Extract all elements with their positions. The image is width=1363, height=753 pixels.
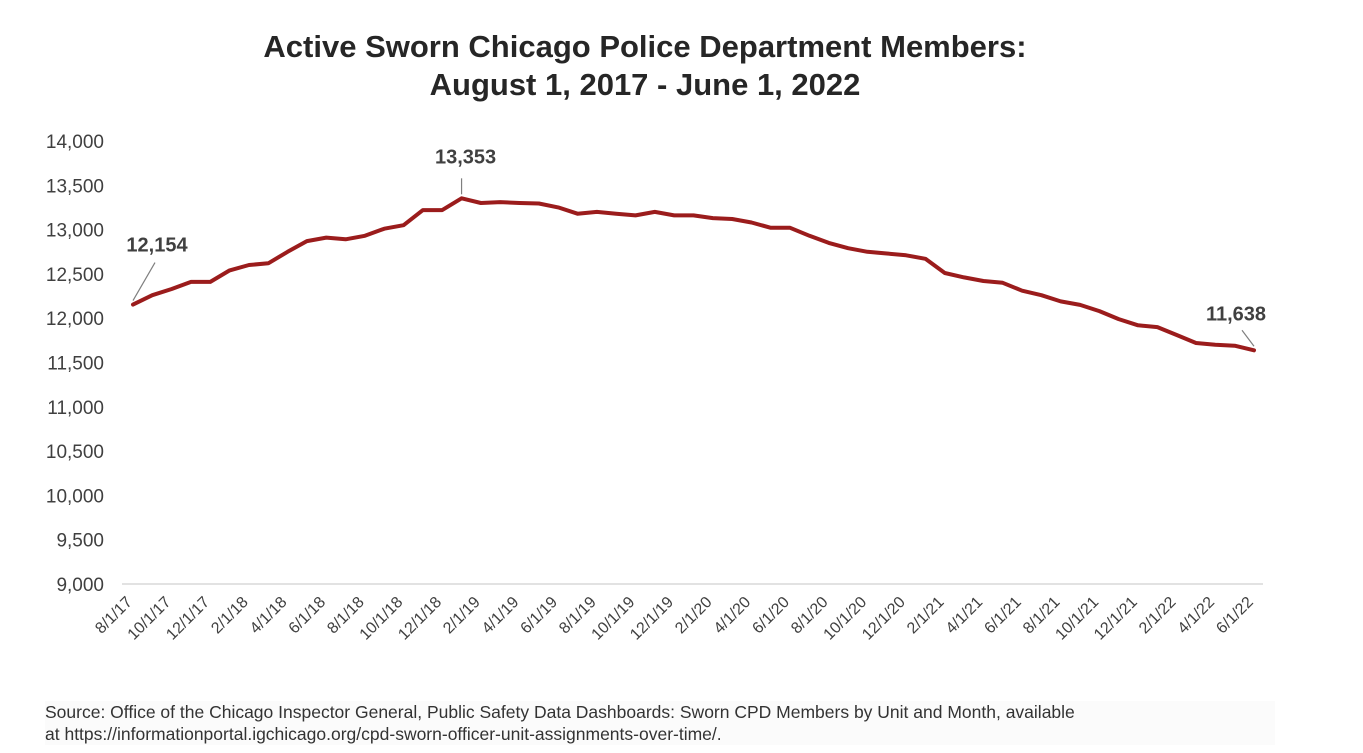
x-tick-label: 4/1/18 (247, 594, 291, 638)
chart-title: Active Sworn Chicago Police Department M… (263, 29, 1027, 64)
x-tick-label: 4/1/22 (1175, 594, 1219, 638)
x-tick-label: 12/1/19 (627, 594, 677, 644)
data-label-leader (132, 262, 156, 301)
source-note: Source: Office of the Chicago Inspector … (45, 701, 1275, 745)
y-tick-label: 12,000 (46, 309, 104, 330)
data-label-leader (1241, 329, 1255, 347)
x-tick-label: 12/1/21 (1091, 594, 1141, 644)
x-tick-label: 4/1/21 (943, 594, 987, 638)
x-tick-label: 6/1/20 (749, 594, 793, 638)
series-line (131, 196, 1256, 353)
source-line-1: Source: Office of the Chicago Inspector … (45, 702, 1075, 722)
x-tick-label: 6/1/18 (286, 594, 330, 638)
line-chart: 9,000 9,500 10,000 10,500 11,000 11,500 12,000… (46, 132, 1266, 644)
x-tick-label: 4/1/19 (479, 594, 523, 638)
y-tick-label: 10,000 (46, 486, 104, 507)
x-tick-label: 2/1/21 (904, 594, 948, 638)
y-tick-label: 9,000 (56, 575, 104, 596)
y-tick-label: 11,500 (47, 354, 104, 375)
y-tick-label: 13,000 (46, 221, 104, 242)
chart-title-block: Active Sworn Chicago Police Department M… (0, 28, 1290, 104)
y-tick-label: 9,500 (56, 531, 104, 552)
data-label: 11,638 (1206, 303, 1266, 325)
y-tick-label: 11,000 (47, 398, 104, 419)
x-tick-label: 2/1/20 (672, 594, 716, 638)
y-tick-label: 13,500 (46, 176, 104, 197)
chart-subtitle: August 1, 2017 - June 1, 2022 (429, 67, 861, 102)
x-tick-label: 12/1/18 (395, 594, 445, 644)
y-tick-label: 12,500 (46, 265, 104, 286)
x-tick-label: 4/1/20 (711, 594, 755, 638)
x-tick-label: 12/1/20 (859, 594, 909, 644)
y-tick-label: 10,500 (46, 442, 104, 463)
x-tick-label: 2/1/19 (440, 594, 484, 638)
x-tick-label: 12/1/17 (163, 594, 213, 644)
y-tick-label: 14,000 (46, 132, 104, 153)
source-line-2: at https://informationportal.igchicago.o… (45, 724, 722, 744)
data-label: 12,154 (126, 235, 188, 257)
data-label: 13,353 (435, 146, 496, 168)
x-tick-label: 2/1/18 (208, 594, 252, 638)
x-tick-label: 2/1/22 (1136, 594, 1180, 638)
x-tick-label: 6/1/21 (981, 594, 1025, 638)
x-tick-label: 6/1/22 (1213, 594, 1257, 638)
x-tick-label: 6/1/19 (518, 594, 562, 638)
